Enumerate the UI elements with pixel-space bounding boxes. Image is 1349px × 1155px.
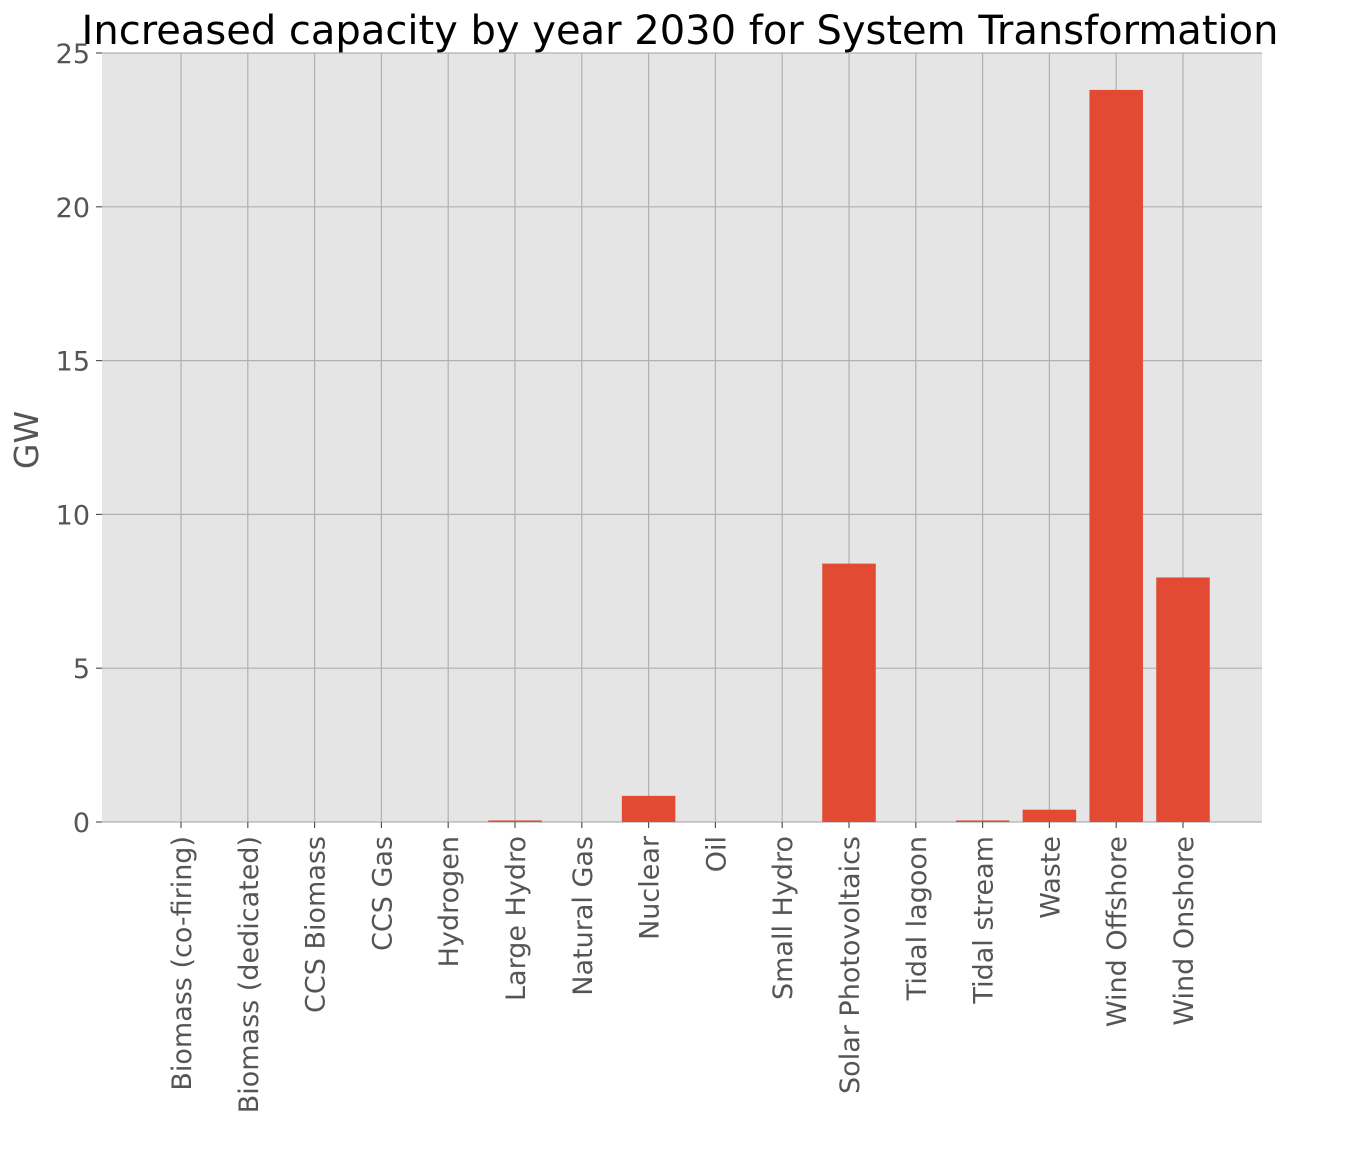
y-tick-label: 25 — [56, 39, 90, 70]
x-tick-label: CCS Gas — [367, 836, 398, 951]
plot-area — [102, 53, 1262, 822]
bar — [621, 795, 676, 822]
y-tick-label: 20 — [56, 193, 90, 224]
x-tick-label: CCS Biomass — [301, 836, 332, 1013]
x-tick-label: Waste — [1035, 836, 1066, 919]
x-tick-label: Nuclear — [635, 835, 666, 940]
x-tick-label: Solar Photovoltaics — [835, 836, 866, 1094]
x-tick-label: Wind Onshore — [1169, 836, 1200, 1026]
x-tick-label: Biomass (dedicated) — [234, 836, 265, 1113]
x-tick-label: Wind Offshore — [1102, 836, 1133, 1027]
y-axis-label: GW — [7, 411, 46, 469]
x-tick-label: Small Hydro — [768, 836, 799, 1000]
bar — [1022, 809, 1077, 822]
bar — [822, 563, 876, 822]
bar — [1156, 577, 1210, 822]
x-tick-label: Large Hydro — [501, 836, 532, 1001]
x-tick-label: Oil — [701, 836, 732, 872]
bar — [955, 820, 1010, 822]
y-tick-label: 0 — [73, 808, 90, 839]
x-tick-label: Natural Gas — [568, 836, 599, 996]
x-tick-label: Hydrogen — [434, 836, 465, 967]
bar — [1089, 89, 1143, 823]
x-tick-label: Biomass (co-firing) — [167, 836, 198, 1091]
y-tick-label: 5 — [73, 654, 90, 685]
x-tick-label: Tidal stream — [969, 836, 1000, 1005]
x-tick-label: Tidal lagoon — [902, 836, 933, 1001]
bar — [488, 820, 542, 822]
y-tick-label: 15 — [56, 347, 90, 378]
y-tick-label: 10 — [56, 500, 90, 531]
chart-title: Increased capacity by year 2030 for Syst… — [82, 8, 1279, 54]
y-axis-ticks: 0 5 10 15 20 25 — [56, 39, 102, 839]
bars — [488, 89, 1210, 823]
x-axis-ticks: Biomass (co-firing) Biomass (dedicated) CC… — [167, 822, 1200, 1113]
